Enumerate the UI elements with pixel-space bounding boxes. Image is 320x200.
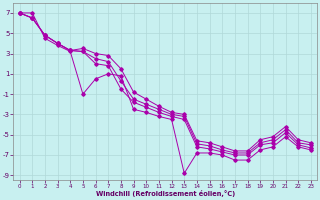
X-axis label: Windchill (Refroidissement éolien,°C): Windchill (Refroidissement éolien,°C) xyxy=(96,190,235,197)
